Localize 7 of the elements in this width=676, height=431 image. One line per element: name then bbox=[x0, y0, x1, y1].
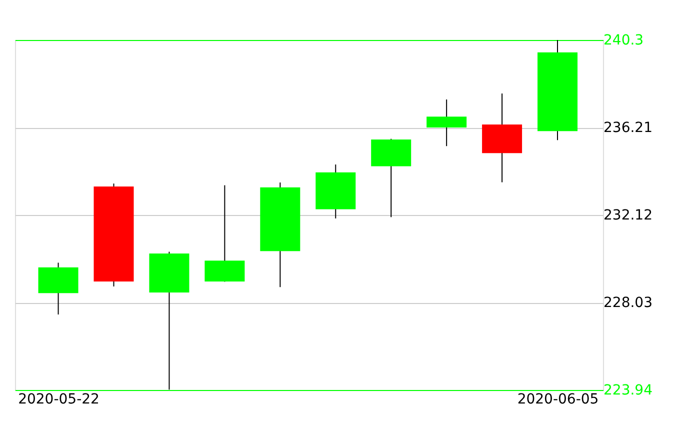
y-tick-label: 232.12 bbox=[604, 208, 652, 224]
y-tick-label: 228.03 bbox=[604, 295, 652, 311]
y-tick-label: 223.94 bbox=[604, 382, 653, 398]
y-tick-label: 240.3 bbox=[604, 32, 644, 48]
y-tick-label: 236.21 bbox=[604, 120, 652, 136]
x-tick-label: 2020-05-22 bbox=[18, 392, 100, 408]
x-tick-label: 2020-06-05 bbox=[517, 392, 599, 408]
